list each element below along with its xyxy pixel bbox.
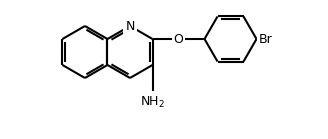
Text: N: N xyxy=(125,19,135,33)
Text: O: O xyxy=(174,33,183,45)
Text: Br: Br xyxy=(258,33,272,45)
Text: NH$_2$: NH$_2$ xyxy=(140,95,165,110)
